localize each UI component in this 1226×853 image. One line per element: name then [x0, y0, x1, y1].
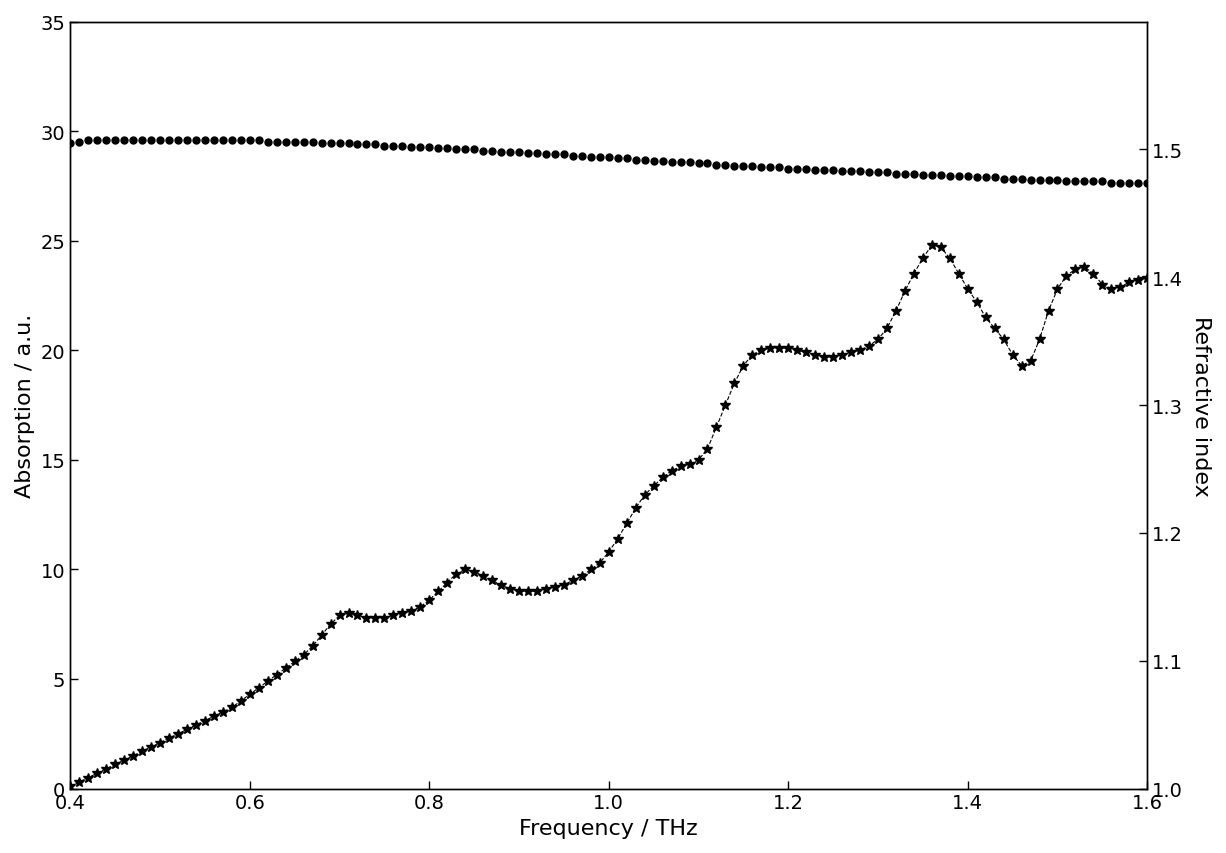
Y-axis label: Refractive index: Refractive index: [1190, 316, 1211, 496]
Y-axis label: Absorption / a.u.: Absorption / a.u.: [15, 314, 36, 497]
X-axis label: Frequency / THz: Frequency / THz: [520, 818, 698, 838]
